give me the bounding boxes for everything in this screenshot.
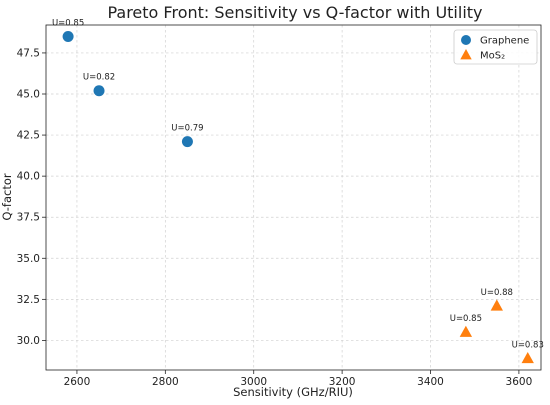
y-tick-label: 37.5 <box>17 212 40 224</box>
y-tick-label: 35.0 <box>17 253 40 265</box>
y-tick-label: 47.5 <box>17 47 40 59</box>
legend: Graphene MoS₂ <box>453 29 538 65</box>
y-axis: 30.0 32.5 35.0 37.5 40.0 42.5 45.0 47.5 <box>17 47 46 347</box>
y-axis-label: Q-factor <box>0 173 14 220</box>
legend-marker-mos2 <box>460 49 472 60</box>
y-tick-label: 40.0 <box>17 171 40 183</box>
legend-label: Graphene <box>480 36 529 47</box>
graphene-point <box>93 85 105 97</box>
y-tick-label: 45.0 <box>17 89 40 101</box>
x-tick-label: 3000 <box>240 376 267 388</box>
plot-frame <box>45 24 542 371</box>
mos2-point <box>459 325 473 337</box>
x-axis: 2600 2800 3000 3200 3400 3600 <box>64 370 533 388</box>
data-points: U=0.85 U=0.82 U=0.79 U=0.88 U=0.85 U=0.83 <box>52 19 544 364</box>
x-tick-label: 3400 <box>417 376 444 388</box>
graphene-point <box>181 136 193 148</box>
utility-annotation: U=0.85 <box>52 19 84 29</box>
mos2-point <box>490 299 503 311</box>
legend-marker-graphene <box>461 35 471 45</box>
graphene-point <box>62 31 74 42</box>
legend-box <box>453 29 538 65</box>
utility-annotation: U=0.85 <box>450 314 482 324</box>
utility-annotation: U=0.88 <box>481 288 513 298</box>
y-tick-label: 32.5 <box>17 294 40 306</box>
y-tick-label: 42.5 <box>17 130 40 142</box>
chart-title: Pareto Front: Sensitivity vs Q-factor wi… <box>107 3 482 22</box>
x-tick-label: 3600 <box>506 376 533 388</box>
legend-label: MoS₂ <box>480 51 505 62</box>
mos2-point <box>521 352 534 364</box>
utility-annotation: U=0.82 <box>83 73 115 83</box>
utility-annotation: U=0.83 <box>512 341 544 351</box>
utility-annotation: U=0.79 <box>171 124 203 134</box>
x-tick-label: 3200 <box>329 376 356 388</box>
x-axis-label: Sensitivity (GHz/RIU) <box>233 385 353 399</box>
x-tick-label: 2800 <box>152 376 179 388</box>
x-tick-label: 2600 <box>64 376 91 388</box>
y-tick-label: 30.0 <box>17 335 40 347</box>
